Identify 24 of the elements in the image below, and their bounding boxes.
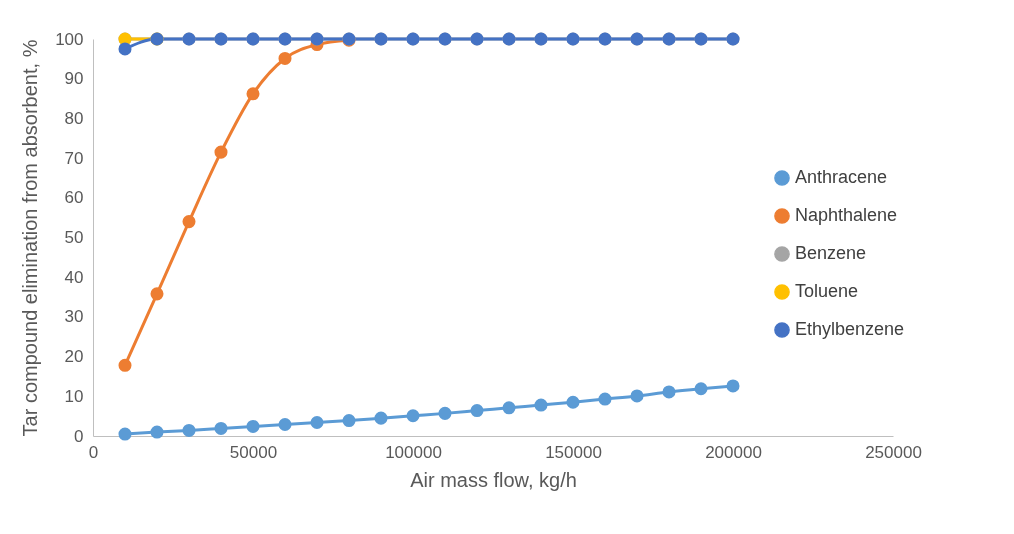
x-axis-title: Air mass flow, kg/h	[410, 468, 577, 491]
y-tick-label: 60	[64, 188, 84, 208]
x-tick-label: 200000	[705, 442, 762, 462]
x-tick-label: 100000	[385, 442, 442, 462]
legend-label: Naphthalene	[795, 205, 898, 225]
y-tick-label: 50	[64, 228, 84, 247]
y-axis-title: Tar compound elimination from absorbent, %	[19, 39, 42, 437]
legend-label: Toluene	[795, 281, 859, 301]
x-tick-label: 0	[88, 442, 99, 462]
legend-label: Benzene	[795, 243, 867, 263]
y-tick-label: 80	[64, 108, 84, 128]
y-tick-label: 40	[64, 267, 84, 287]
x-tick-label: 50000	[229, 442, 278, 462]
y-tick-label: 10	[64, 386, 84, 406]
y-tick-label: 30	[64, 307, 84, 327]
legend-label: Ethylbenzene	[795, 319, 905, 339]
x-tick-label: 250000	[865, 442, 922, 462]
y-tick-label: 100	[55, 29, 84, 49]
x-tick-label: 150000	[545, 442, 602, 462]
y-tick-label: 0	[74, 426, 84, 446]
y-tick-label: 20	[64, 347, 84, 367]
legend-label: Anthracene	[795, 167, 888, 187]
y-tick-label: 70	[64, 148, 84, 168]
y-tick-label: 90	[64, 69, 84, 89]
